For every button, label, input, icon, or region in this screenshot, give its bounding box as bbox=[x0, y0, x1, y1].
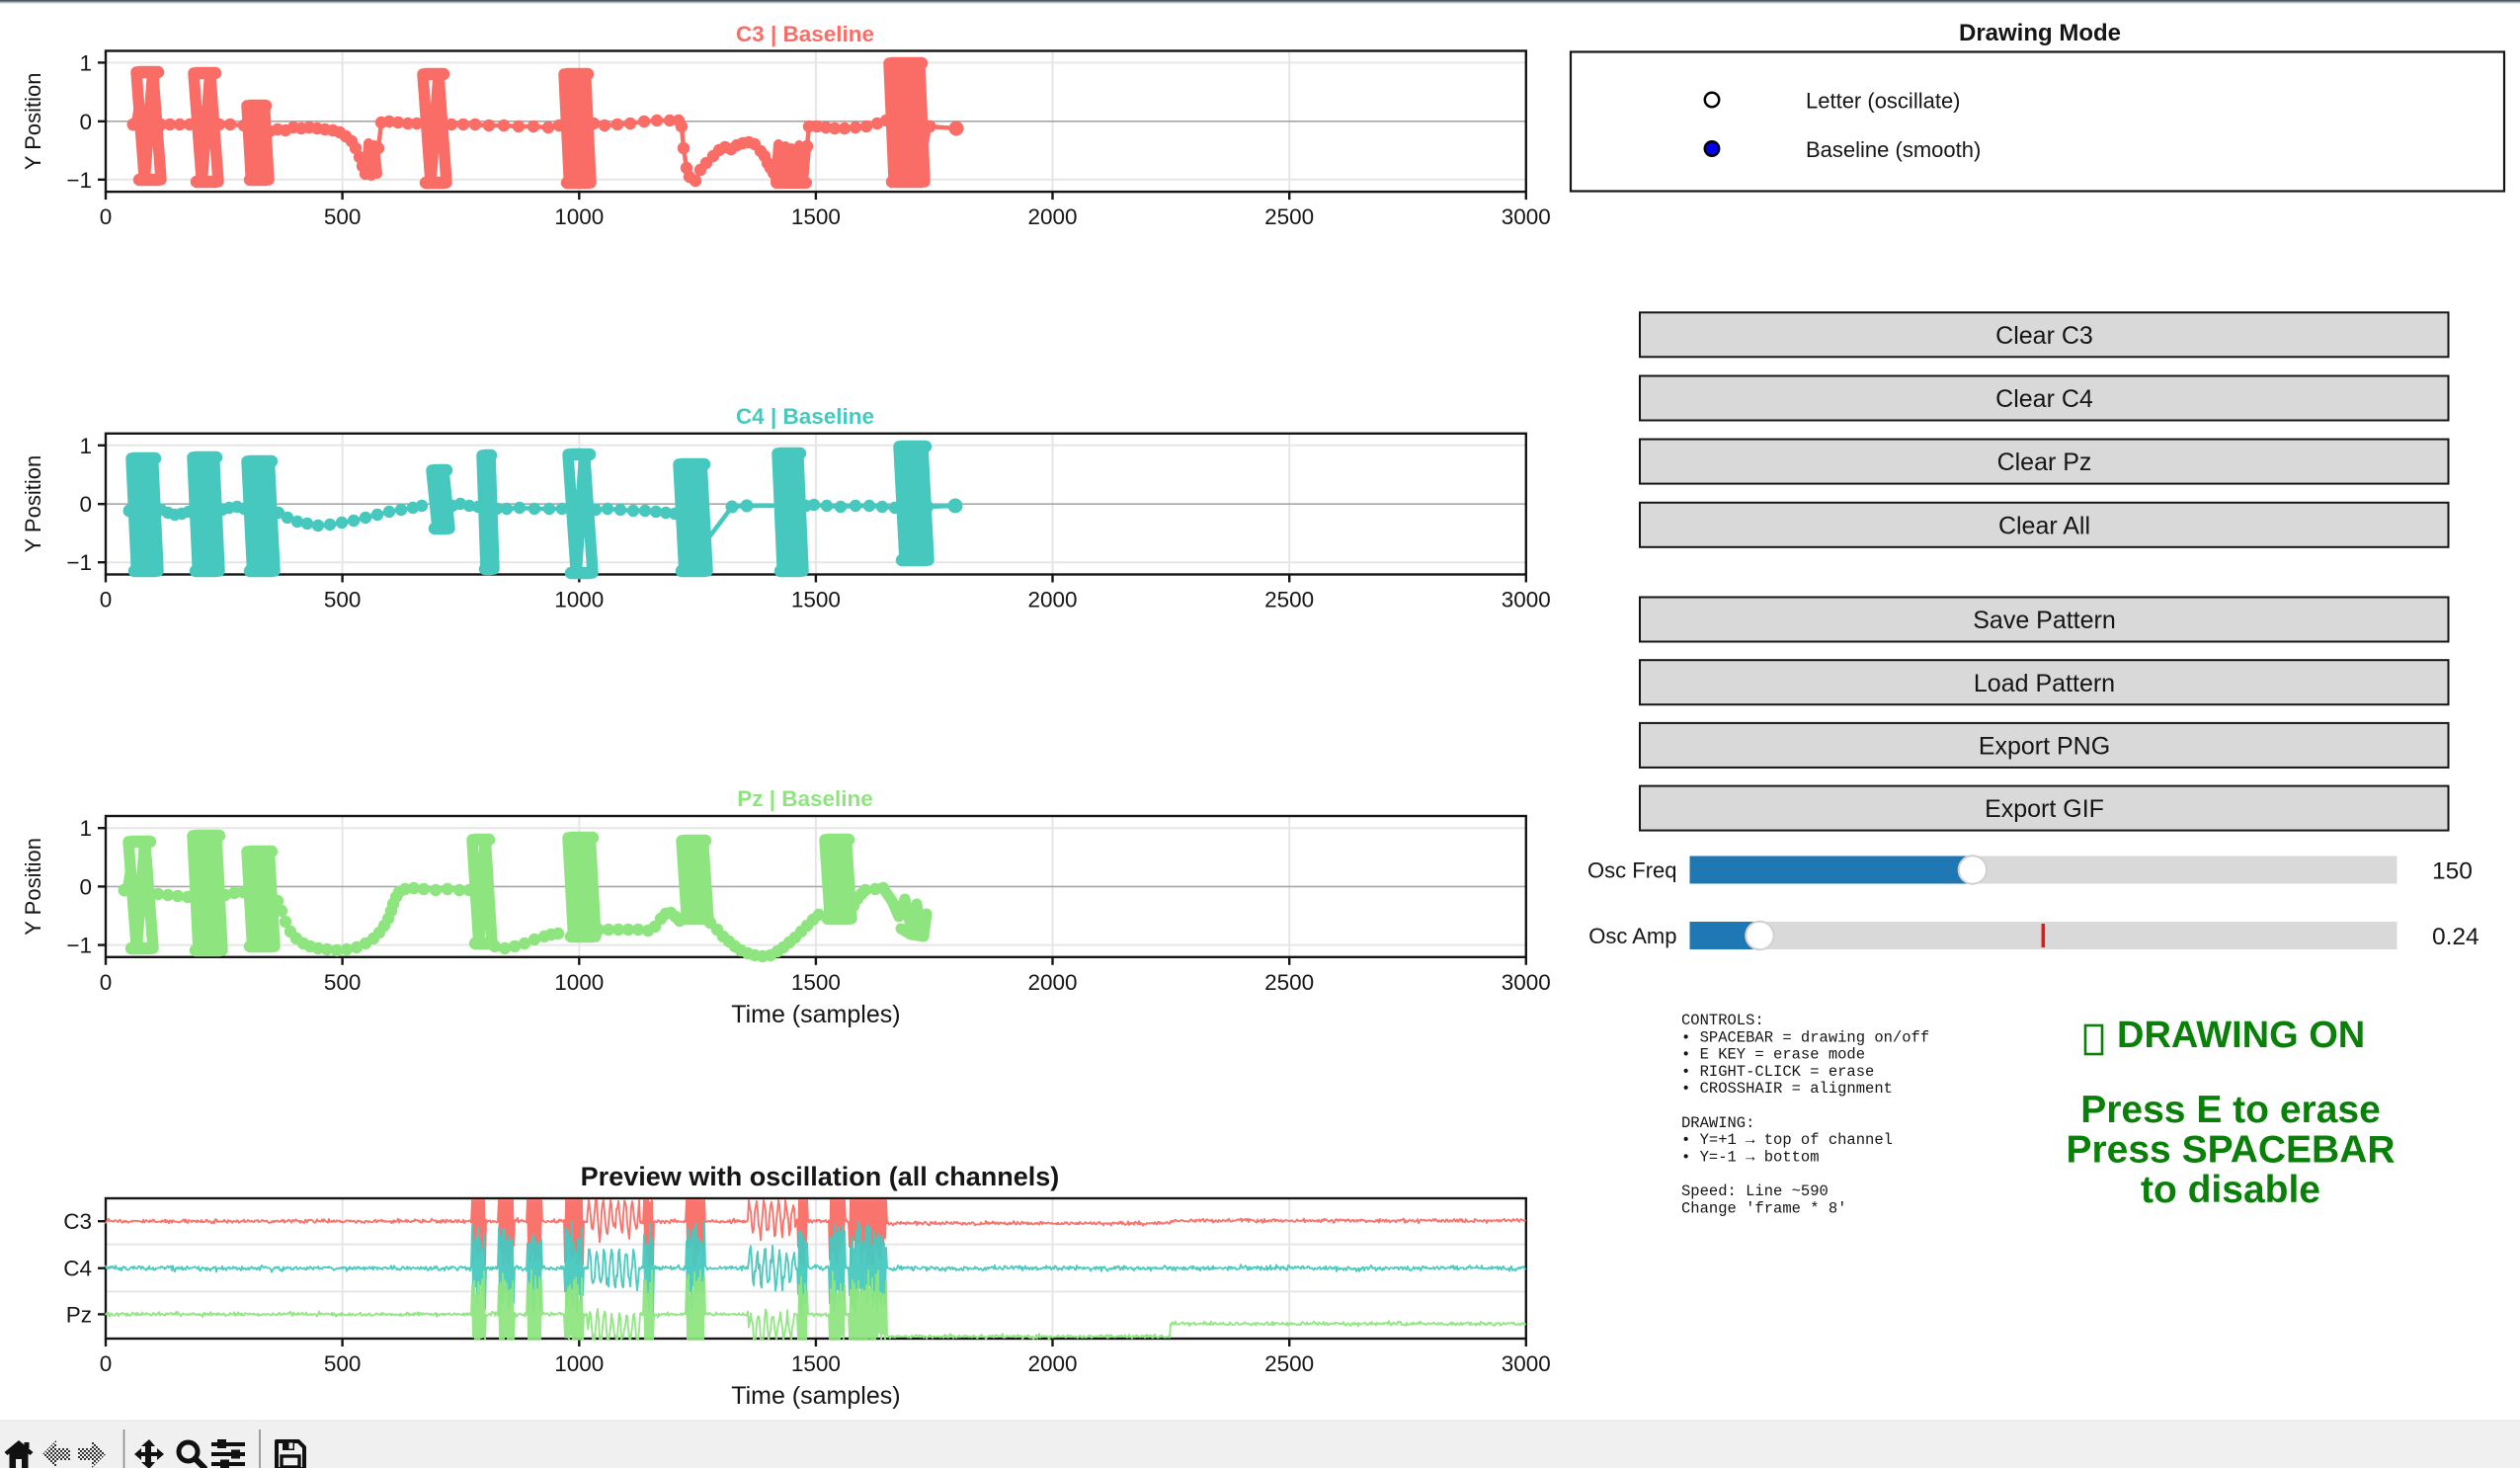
svg-text:• RIGHT-CLICK = erase: • RIGHT-CLICK = erase bbox=[1681, 1063, 1874, 1081]
svg-text:CONTROLS:: CONTROLS: bbox=[1681, 1012, 1764, 1029]
svg-text:Time (samples): Time (samples) bbox=[731, 1382, 900, 1410]
svg-text:DRAWING:: DRAWING: bbox=[1681, 1114, 1754, 1132]
svg-text:Save Pattern: Save Pattern bbox=[1973, 607, 2116, 634]
svg-text:C4 | Baseline: C4 | Baseline bbox=[736, 404, 874, 429]
svg-text:3000: 3000 bbox=[1502, 970, 1551, 995]
svg-text:Osc Freq: Osc Freq bbox=[1587, 858, 1676, 883]
svg-text:1000: 1000 bbox=[554, 1351, 604, 1376]
svg-text:1500: 1500 bbox=[791, 1351, 841, 1376]
svg-text:0: 0 bbox=[100, 970, 113, 995]
svg-text:Clear All: Clear All bbox=[1998, 512, 2090, 539]
svg-text:1000: 1000 bbox=[554, 588, 604, 612]
svg-text:−1: −1 bbox=[66, 168, 92, 193]
svg-text:0: 0 bbox=[79, 492, 92, 517]
svg-text:3000: 3000 bbox=[1502, 1351, 1551, 1376]
svg-text:1000: 1000 bbox=[554, 970, 604, 995]
svg-text:1500: 1500 bbox=[791, 588, 841, 612]
svg-text:Y Position: Y Position bbox=[21, 838, 45, 936]
svg-text:C4: C4 bbox=[63, 1257, 92, 1281]
svg-text:0: 0 bbox=[100, 588, 113, 612]
svg-text:to disable: to disable bbox=[2141, 1169, 2320, 1211]
svg-text:3000: 3000 bbox=[1502, 204, 1551, 229]
svg-text:2000: 2000 bbox=[1028, 970, 1078, 995]
svg-text:DRAWING ON: DRAWING ON bbox=[2117, 1015, 2365, 1056]
svg-text:Export GIF: Export GIF bbox=[1985, 795, 2104, 823]
svg-text:• SPACEBAR = drawing on/off: • SPACEBAR = drawing on/off bbox=[1681, 1028, 1929, 1046]
svg-text:Time (samples): Time (samples) bbox=[731, 1001, 900, 1028]
svg-text:1000: 1000 bbox=[554, 204, 604, 229]
svg-text:2000: 2000 bbox=[1028, 1351, 1078, 1376]
svg-text:Letter (oscillate): Letter (oscillate) bbox=[1806, 89, 1961, 114]
svg-text:Speed: Line ~590: Speed: Line ~590 bbox=[1681, 1183, 1829, 1200]
svg-text:0: 0 bbox=[79, 110, 92, 134]
svg-text:• Y=+1 → top of channel: • Y=+1 → top of channel bbox=[1681, 1131, 1893, 1149]
svg-text:Pz: Pz bbox=[66, 1302, 92, 1327]
svg-text:−1: −1 bbox=[66, 934, 92, 958]
svg-text:500: 500 bbox=[324, 1351, 362, 1376]
svg-text:500: 500 bbox=[324, 588, 362, 612]
svg-text:500: 500 bbox=[324, 970, 362, 995]
svg-text:Export PNG: Export PNG bbox=[1979, 733, 2110, 761]
svg-text:0: 0 bbox=[100, 204, 113, 229]
svg-text:Load Pattern: Load Pattern bbox=[1974, 670, 2115, 697]
svg-text:Preview with oscillation (all: Preview with oscillation (all channels) bbox=[581, 1162, 1060, 1191]
svg-text:• Y=-1 → bottom: • Y=-1 → bottom bbox=[1681, 1148, 1820, 1166]
svg-text:0.24: 0.24 bbox=[2432, 924, 2479, 950]
svg-text:Osc Amp: Osc Amp bbox=[1588, 924, 1676, 948]
svg-text:150: 150 bbox=[2432, 857, 2473, 884]
svg-text:Baseline (smooth): Baseline (smooth) bbox=[1806, 137, 1981, 162]
svg-text:Press SPACEBAR: Press SPACEBAR bbox=[2066, 1129, 2395, 1172]
svg-text:• CROSSHAIR = alignment: • CROSSHAIR = alignment bbox=[1681, 1080, 1893, 1098]
svg-text:3000: 3000 bbox=[1502, 588, 1551, 612]
svg-text:0: 0 bbox=[100, 1351, 113, 1376]
svg-text:2500: 2500 bbox=[1264, 1351, 1314, 1376]
svg-text:0: 0 bbox=[79, 874, 92, 899]
svg-text:2000: 2000 bbox=[1028, 588, 1078, 612]
svg-text:2000: 2000 bbox=[1028, 204, 1078, 229]
svg-text:Drawing Mode: Drawing Mode bbox=[1959, 20, 2121, 46]
svg-text:Change 'frame * 8': Change 'frame * 8' bbox=[1681, 1199, 1846, 1217]
svg-text:Pz | Baseline: Pz | Baseline bbox=[737, 786, 873, 811]
svg-text:C3 | Baseline: C3 | Baseline bbox=[736, 22, 874, 46]
svg-text:2500: 2500 bbox=[1264, 204, 1314, 229]
svg-text:1: 1 bbox=[79, 50, 92, 75]
svg-text:Y Position: Y Position bbox=[21, 72, 45, 170]
svg-text:Press E to erase: Press E to erase bbox=[2080, 1089, 2381, 1131]
svg-text:−1: −1 bbox=[66, 550, 92, 575]
svg-text:1500: 1500 bbox=[791, 970, 841, 995]
svg-text:2500: 2500 bbox=[1264, 970, 1314, 995]
svg-text:Clear C4: Clear C4 bbox=[1995, 385, 2093, 413]
svg-text:1: 1 bbox=[79, 434, 92, 458]
svg-text:1500: 1500 bbox=[791, 204, 841, 229]
svg-text:2500: 2500 bbox=[1264, 588, 1314, 612]
svg-text:1: 1 bbox=[79, 816, 92, 841]
svg-text:Clear Pz: Clear Pz bbox=[1997, 449, 2092, 476]
svg-text:Clear C3: Clear C3 bbox=[1995, 322, 2093, 350]
svg-text:Y Position: Y Position bbox=[21, 455, 45, 553]
svg-text:500: 500 bbox=[324, 204, 362, 229]
svg-text:C3: C3 bbox=[63, 1209, 92, 1234]
svg-text:• E KEY = erase mode: • E KEY = erase mode bbox=[1681, 1046, 1865, 1064]
